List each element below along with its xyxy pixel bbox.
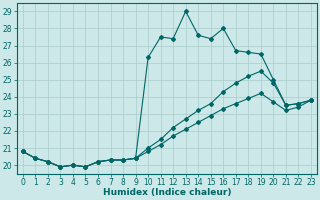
X-axis label: Humidex (Indice chaleur): Humidex (Indice chaleur) [103, 188, 231, 197]
